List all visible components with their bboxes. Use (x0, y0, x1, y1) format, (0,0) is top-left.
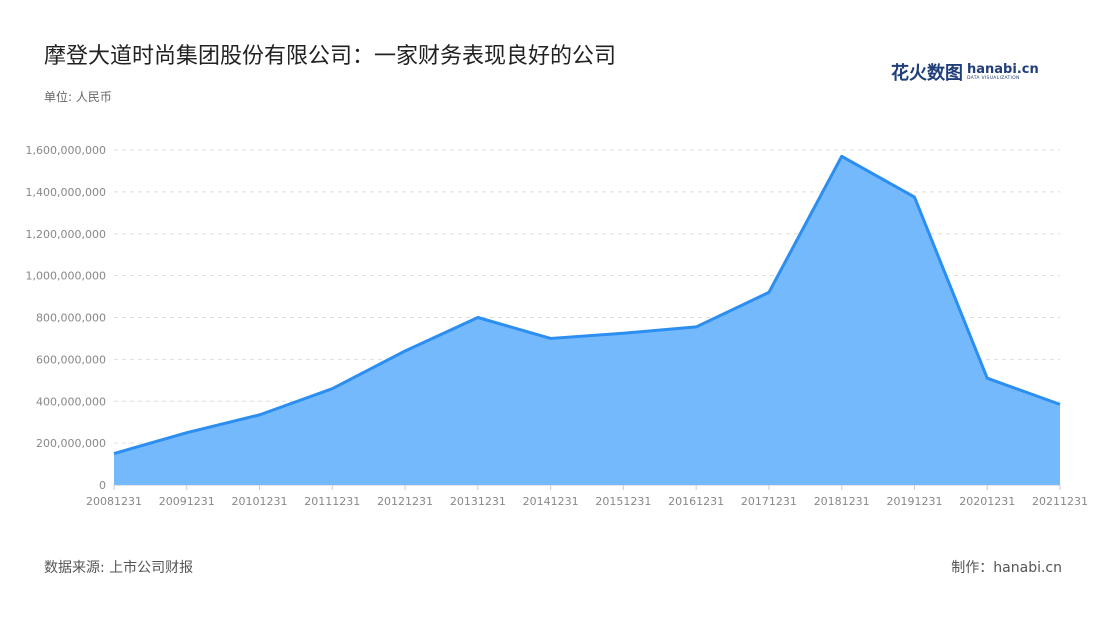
x-tick-label: 20151231 (595, 495, 651, 508)
x-tick-label: 20121231 (377, 495, 433, 508)
logo-en-block: hanabi.cn DATA VISUALIZATION (967, 63, 1039, 82)
x-tick-label: 20111231 (304, 495, 360, 508)
x-axis: 20081231 20091231 20101231 20111231 20121231… (86, 485, 1088, 508)
chart-title: 摩登大道时尚集团股份有限公司：一家财务表现良好的公司 (44, 44, 617, 69)
y-tick-label: 1,600,000,000 (26, 144, 106, 157)
y-tick-label: 400,000,000 (36, 395, 106, 408)
y-tick-label: 800,000,000 (36, 312, 106, 325)
x-tick-label: 20191231 (886, 495, 942, 508)
y-tick-label: 1,200,000,000 (26, 228, 106, 241)
maker-credit: 制作：hanabi.cn (951, 560, 1062, 576)
unit-label: 单位: 人民币 (44, 90, 112, 104)
x-tick-label: 20141231 (523, 495, 579, 508)
x-tick-label: 20201231 (959, 495, 1015, 508)
logo-cn-text: 花火数图 (891, 63, 963, 84)
area-fill (114, 156, 1060, 485)
x-tick-label: 20161231 (668, 495, 724, 508)
y-tick-label: 200,000,000 (36, 437, 106, 450)
y-tick-label: 1,400,000,000 (26, 186, 106, 199)
series-line (113, 154, 1061, 456)
x-tick-label: 20081231 (86, 495, 142, 508)
y-axis: 0 200,000,000 400,000,000 600,000,000 800,00… (26, 144, 106, 492)
x-tick-label: 20171231 (741, 495, 797, 508)
x-tick-label: 20091231 (159, 495, 215, 508)
y-tick-label: 1,000,000,000 (26, 270, 106, 283)
x-tick-label: 20211231 (1032, 495, 1088, 508)
y-tick-label: 600,000,000 (36, 353, 106, 366)
logo-sub-text: DATA VISUALIZATION (967, 75, 1020, 81)
hanabi-logo: 花火数图 hanabi.cn DATA VISUALIZATION (891, 60, 1039, 84)
y-tick-label: 0 (99, 479, 106, 492)
x-tick-label: 20181231 (814, 495, 870, 508)
data-source: 数据来源: 上市公司财报 (44, 560, 194, 576)
x-tick-label: 20131231 (450, 495, 506, 508)
logo-en-text: hanabi.cn (967, 61, 1039, 77)
x-tick-label: 20101231 (232, 495, 288, 508)
